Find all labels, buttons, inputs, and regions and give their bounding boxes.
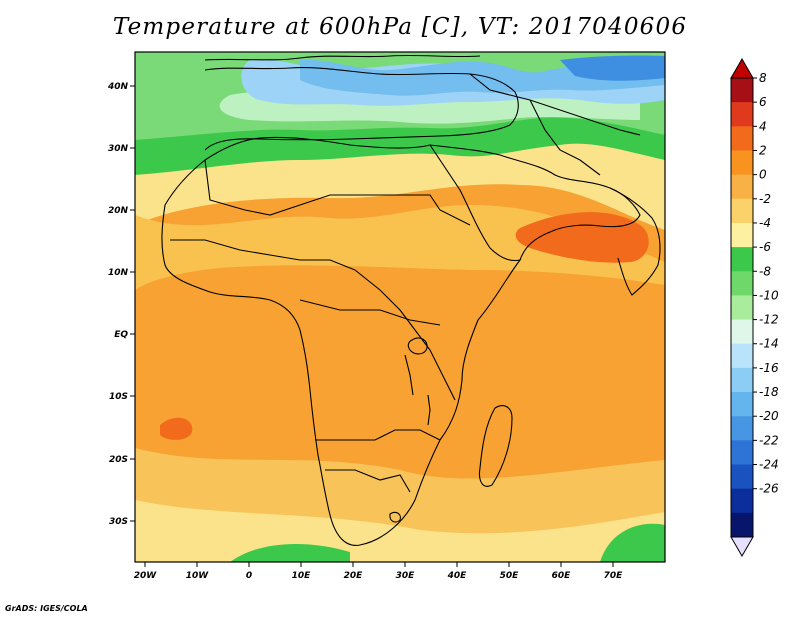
lon-label-20e: 20E xyxy=(344,571,364,581)
lat-label-40n: 40N xyxy=(107,82,129,92)
lon-label-60e: 60E xyxy=(552,571,572,581)
grads-credit: GrADS: IGES/COLA xyxy=(5,604,88,613)
colorbar-label: -24 xyxy=(759,458,779,472)
lat-label-30s: 30S xyxy=(109,517,128,527)
colorbar-under-arrow xyxy=(730,536,754,557)
border-east-central xyxy=(354,269,456,401)
colorbar-label: -14 xyxy=(759,337,779,351)
colorbar-label: 4 xyxy=(759,119,767,133)
colorbar-label: -10 xyxy=(759,288,779,302)
colorbar-label: -18 xyxy=(759,385,779,399)
lat-label-20s: 20S xyxy=(109,455,128,465)
lat-label-eq: EQ xyxy=(114,330,128,340)
temp-region-west-aqua xyxy=(135,52,175,100)
colorbar-label: -20 xyxy=(759,409,779,423)
colorbar-swatch xyxy=(731,488,753,514)
lake-victoria xyxy=(407,337,428,355)
lon-label-10w: 10W xyxy=(186,571,210,581)
colorbar-label: -16 xyxy=(759,361,779,375)
colorbar-swatch xyxy=(731,126,753,151)
lon-label-70e: 70E xyxy=(604,571,624,581)
colorbar-swatch xyxy=(731,247,753,272)
colorbar: 8 6 4 2 0 -2 -4 -6 -8 -10 -12 -14 -16 -18 -20 -22 -24 -26 xyxy=(730,58,779,557)
colorbar-label: -4 xyxy=(759,216,771,230)
colorbar-swatch xyxy=(731,440,753,465)
colorbar-label: -12 xyxy=(759,313,779,327)
coastline-europe xyxy=(204,54,481,61)
temp-region-southeast-green xyxy=(600,523,665,562)
colorbar-over-arrow xyxy=(730,58,754,79)
temp-region-south-lightyellow xyxy=(135,500,665,562)
temp-region-arabian-sea-warm xyxy=(515,212,649,263)
colorbar-label: 8 xyxy=(759,71,767,85)
plot-frame xyxy=(134,51,666,563)
colorbar-swatch xyxy=(731,102,753,127)
colorbar-swatch xyxy=(731,392,753,417)
colorbar-label: 0 xyxy=(759,168,767,182)
lon-label-0: 0 xyxy=(246,571,252,581)
colorbar-label: -6 xyxy=(759,240,771,254)
temp-region-south-green xyxy=(230,543,350,562)
colorbar-swatch xyxy=(731,150,753,176)
lon-label-30e: 30E xyxy=(396,571,416,581)
lat-label-10s: 10S xyxy=(109,392,128,402)
colorbar-label: -8 xyxy=(759,264,771,278)
coastline-india xyxy=(609,187,661,296)
colorbar-label: -2 xyxy=(759,192,771,206)
colorbar-swatch xyxy=(731,367,753,393)
border-south-africa xyxy=(325,469,411,493)
map-title: Temperature at 600hPa [C], VT: 201704060… xyxy=(112,14,688,40)
colorbar-label: 2 xyxy=(759,143,767,157)
border-west-africa xyxy=(170,239,356,271)
colorbar-label: -22 xyxy=(759,433,779,447)
border-lesotho xyxy=(389,511,401,523)
coastline-africa xyxy=(161,136,522,546)
colorbar-swatch xyxy=(731,222,753,248)
colorbar-label: -26 xyxy=(759,482,779,496)
lon-label-50e: 50E xyxy=(500,571,520,581)
border-central-africa xyxy=(299,299,441,326)
colorbar-swatch xyxy=(731,198,753,224)
latitude-labels: 40N 30N 20N 10N EQ 10S 20S 30S xyxy=(107,82,129,527)
colorbar-swatch xyxy=(731,343,753,369)
coastline-arabia xyxy=(429,144,641,261)
colorbar-label: 6 xyxy=(759,95,767,109)
colorbar-swatch xyxy=(731,416,753,441)
colorbar-frame xyxy=(730,77,754,538)
lon-label-20w: 20W xyxy=(134,571,158,581)
colorbar-segments xyxy=(731,78,753,538)
coastline-mediterranean xyxy=(204,67,519,151)
colorbar-swatch xyxy=(731,464,753,490)
lat-label-10n: 10N xyxy=(108,268,129,278)
border-middle-east xyxy=(469,73,641,136)
lat-label-20n: 20N xyxy=(108,206,129,216)
colorbar-swatch xyxy=(731,512,753,538)
longitude-labels: 20W 10W 0 10E 20E 30E 40E 50E 60E 70E xyxy=(134,571,623,581)
border-sahara xyxy=(204,159,471,226)
lat-label-30n: 30N xyxy=(108,144,129,154)
colorbar-labels: 8 6 4 2 0 -2 -4 -6 -8 -10 -12 -14 -16 -18 -20 -22 -24 -26 xyxy=(753,71,779,496)
lon-label-40e: 40E xyxy=(447,571,468,581)
border-iran xyxy=(529,99,601,176)
temp-region-southatlantic-warm xyxy=(160,417,193,440)
colorbar-swatch xyxy=(731,319,753,345)
lon-label-10e: 10E xyxy=(292,571,312,581)
coastlines xyxy=(161,54,661,546)
temp-region-northeast-cold xyxy=(560,55,665,81)
colorbar-swatch xyxy=(731,271,753,296)
temperature-field xyxy=(135,52,665,562)
axis-ticks xyxy=(130,85,614,567)
lake-malawi xyxy=(427,394,431,426)
colorbar-swatch xyxy=(731,174,753,200)
coastline-madagascar xyxy=(478,405,513,487)
colorbar-swatch xyxy=(731,78,753,103)
lake-tanganyika xyxy=(404,354,414,396)
border-southern-africa xyxy=(315,429,441,441)
colorbar-swatch xyxy=(731,295,753,320)
